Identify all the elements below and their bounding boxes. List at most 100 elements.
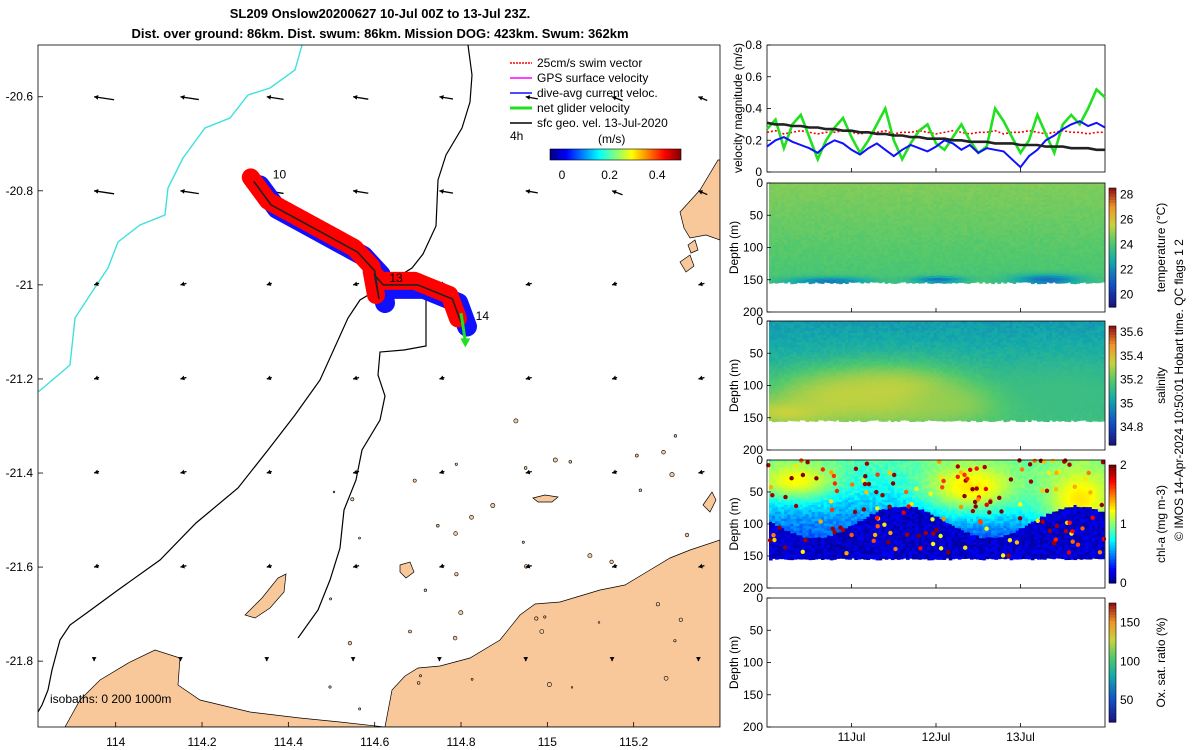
islet [663, 675, 669, 681]
islet [469, 514, 474, 520]
section-cell [781, 225, 785, 229]
section-cell [775, 242, 779, 246]
section-cell [775, 199, 779, 203]
section-cell [802, 202, 807, 205]
section-cell [826, 273, 831, 276]
section-cell [781, 242, 785, 245]
section-cell [775, 247, 779, 251]
section-cell [790, 185, 794, 189]
section-cell [814, 220, 819, 224]
section-cell [836, 245, 840, 248]
section-cell [829, 214, 834, 217]
section-cell [799, 275, 804, 279]
section-cell [775, 218, 779, 222]
section-cell [814, 244, 819, 248]
section-cell [817, 202, 822, 205]
section-cell [829, 252, 834, 256]
section-cell [833, 216, 837, 220]
section-cell [848, 199, 852, 203]
mainland-coast [384, 539, 720, 727]
section-cell [814, 225, 819, 229]
section-cell [802, 273, 807, 276]
section-cell [836, 209, 840, 213]
section-cell [799, 209, 804, 213]
velocity-y-tick-label: 0 [755, 165, 762, 179]
geo-arrow-head [525, 189, 531, 194]
section-cell [769, 237, 773, 241]
section-cell [781, 206, 785, 210]
section-cell [820, 214, 825, 217]
section-cell [851, 194, 855, 198]
section-cell [817, 187, 822, 191]
geo-arrow-head [525, 469, 531, 475]
section-cell [787, 194, 791, 198]
section-cell [814, 185, 819, 189]
section-cell [769, 185, 773, 189]
islet [350, 497, 355, 502]
section-cell [811, 259, 816, 263]
section-cell [784, 187, 788, 191]
section-cell [814, 183, 819, 186]
section-cell [778, 211, 782, 215]
section-cell [845, 195, 849, 198]
section-cell [787, 215, 791, 219]
section-cell [787, 197, 791, 201]
section-cell [772, 213, 776, 217]
section-cell [799, 240, 804, 243]
section-cell [845, 223, 849, 227]
section-cell [793, 254, 798, 258]
section-cell [808, 192, 813, 196]
section-cell [808, 242, 813, 246]
islet [332, 490, 336, 494]
section-cell [772, 187, 776, 191]
section-cell [836, 268, 840, 272]
section-cell [842, 185, 846, 189]
geo-arrow-head [612, 189, 617, 195]
geo-arrow-head [439, 563, 444, 569]
section-cell [775, 228, 779, 232]
section-cell [820, 211, 825, 215]
section-cell [823, 213, 828, 217]
section-cell [811, 183, 816, 186]
section-cell [836, 233, 840, 237]
section-cell [781, 272, 785, 276]
section-cell [829, 197, 834, 201]
section-cell [823, 190, 828, 194]
section-cell [778, 244, 782, 248]
section-cell [811, 204, 816, 208]
section-cell [836, 276, 840, 279]
section-cell [845, 257, 849, 261]
section-cell [790, 250, 794, 254]
section-cell [784, 263, 788, 267]
section-cell [787, 246, 791, 250]
section-cell [772, 218, 776, 222]
section-cell [796, 225, 801, 229]
section-cell [817, 221, 822, 225]
section-cell [784, 280, 788, 284]
section-cell [836, 194, 840, 198]
section-cell [793, 237, 798, 241]
section-cell [784, 218, 788, 222]
section-cell [836, 214, 840, 217]
section-cell [836, 237, 840, 241]
section-cell [848, 225, 852, 229]
section-cell [769, 230, 773, 234]
section-cell [775, 183, 779, 186]
section-cell [839, 223, 843, 227]
section-cell [842, 268, 846, 272]
section-cell [784, 206, 788, 210]
section-cell [848, 218, 852, 222]
section-cell [778, 277, 782, 281]
section-cell [814, 267, 819, 271]
section-cell [848, 248, 852, 252]
section-cell [793, 249, 798, 253]
section-cell [823, 199, 828, 203]
section-cell [848, 239, 852, 243]
section-cell [848, 211, 852, 215]
section-cell [778, 213, 782, 217]
islet [678, 617, 683, 622]
section-y-tick-label: 0 [756, 176, 763, 190]
section-cell [811, 216, 816, 220]
section-cell [811, 197, 816, 201]
section-cell [799, 280, 804, 284]
